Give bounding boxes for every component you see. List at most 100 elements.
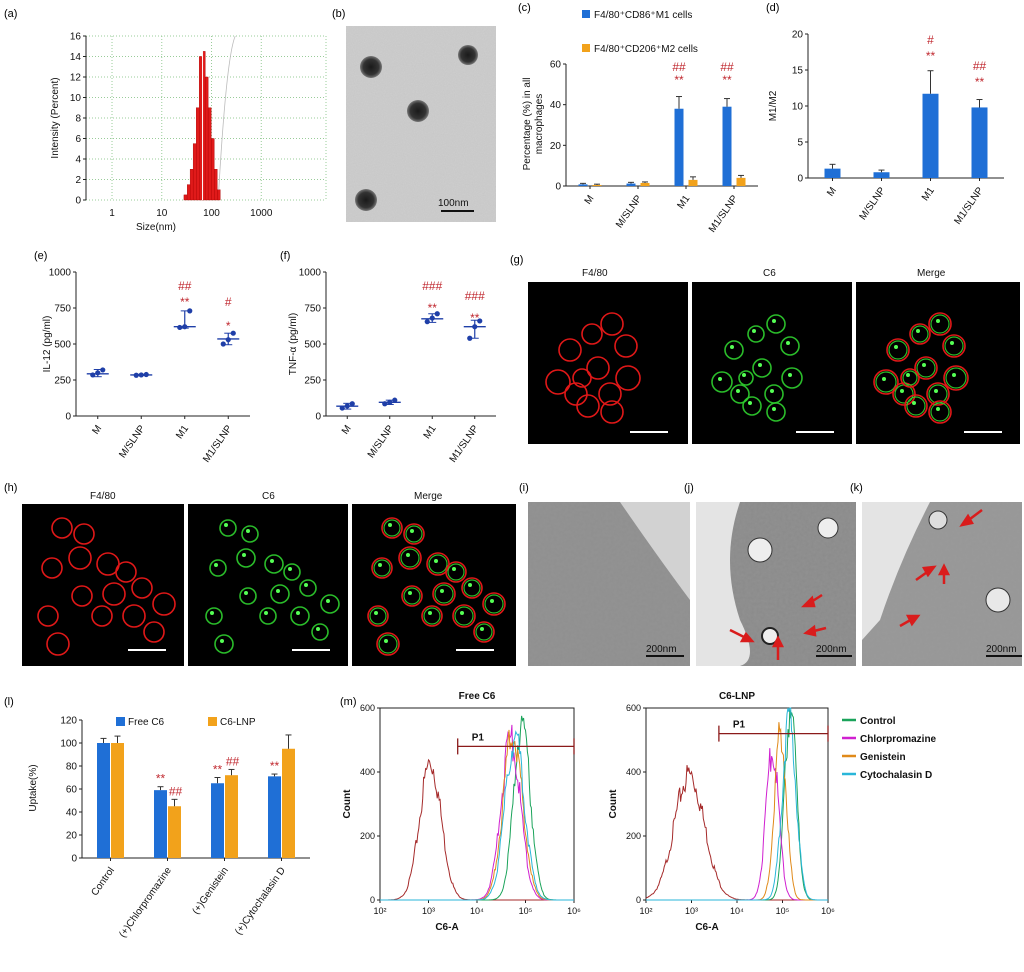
plot-frame	[645, 707, 829, 901]
cell-membrane	[892, 382, 916, 406]
y-tick-label: 10	[70, 93, 82, 104]
cell-uptake	[475, 623, 493, 641]
nanoparticle	[458, 45, 478, 65]
significance-stars: **	[180, 295, 190, 309]
cell-uptake	[454, 606, 474, 626]
histogram-control	[380, 715, 574, 901]
data-point	[424, 319, 430, 325]
histogram-unstained	[645, 765, 828, 901]
cell-membrane	[461, 577, 483, 599]
cell-uptake	[781, 367, 803, 389]
cell-uptake	[780, 336, 800, 356]
histogram-bar	[183, 194, 188, 201]
cell-uptake	[283, 563, 301, 581]
x-tick-label: 10⁴	[470, 906, 484, 916]
cell-membrane	[91, 605, 113, 627]
bar	[268, 776, 281, 858]
y-tick-label: 200	[360, 831, 375, 841]
y-tick-label: 250	[304, 376, 321, 387]
label-c6-g: C6	[763, 268, 776, 279]
fluorescence-g: F4/80 C6 Merge	[528, 268, 1020, 444]
x-tick-label: M/SLNP	[858, 185, 889, 222]
cell-uptake	[214, 634, 234, 654]
cell-uptake	[219, 519, 237, 537]
significance-stars: **	[674, 73, 684, 87]
legend-label: Chlorpromazine	[860, 734, 937, 745]
data-point	[477, 318, 483, 324]
cell-membrane	[445, 561, 467, 583]
y-tick-label: 750	[304, 304, 321, 315]
y-tick-label: 0	[315, 412, 321, 423]
significance-hash: ###	[422, 279, 442, 293]
panel-label-h: (h)	[4, 482, 18, 494]
x-tick-label: M1/SLNP	[201, 423, 235, 465]
uptake-dot	[786, 341, 790, 345]
uptake-dot	[922, 363, 926, 367]
cell-membrane	[943, 365, 969, 391]
cell-membrane	[452, 604, 476, 628]
significance-hash: ##	[169, 784, 183, 798]
y-tick-label: 500	[304, 340, 321, 351]
y-axis-label: IL-12 (pg/ml)	[42, 316, 53, 373]
cell-membrane	[545, 369, 571, 395]
cell-uptake	[944, 336, 964, 356]
legend-swatch	[116, 717, 125, 726]
legend-swatch	[582, 10, 590, 18]
uptake-dot	[900, 389, 904, 393]
cell-membrane	[376, 632, 400, 656]
significance-stars: **	[975, 75, 985, 89]
histogram-chlorpromazine	[380, 724, 574, 901]
y-tick-label: 20	[550, 141, 562, 152]
y-tick-label: 200	[626, 831, 641, 841]
y-tick-label: 16	[70, 32, 82, 43]
data-point	[95, 370, 101, 376]
cell-membrane	[122, 604, 146, 628]
data-point	[225, 337, 231, 343]
uptake-dot	[730, 345, 734, 349]
uptake-dot	[882, 377, 886, 381]
label-f480-h: F4/80	[90, 491, 116, 502]
cell-uptake	[311, 623, 329, 641]
chart-d: 0 5 10 15 20 M M/SLNP M1 M1/SLNP M1/M2 # ** ## **	[768, 30, 1004, 227]
panel-label-d: (d)	[766, 2, 780, 14]
chart-m2: C6-LNP 10² 10³ 10⁴ 10⁵ 10⁶ 0 200 400 600 C6-A Count…	[608, 691, 937, 933]
cell-uptake	[373, 559, 391, 577]
histogram-bar	[189, 169, 194, 201]
x-tick-label: (+)Chlorpromazine	[117, 865, 174, 940]
cell-membrane	[900, 368, 920, 388]
x-tick-label: 10²	[639, 906, 652, 916]
panel-label-e: (e)	[34, 250, 48, 262]
data-point	[133, 372, 139, 378]
bar	[722, 106, 732, 186]
cell-membrane	[873, 369, 899, 395]
legend-label: F4/80⁺CD86⁺M1 cells	[594, 10, 692, 21]
cell-membrane	[401, 585, 423, 607]
cell-membrane	[572, 368, 592, 388]
uptake-dot	[772, 319, 776, 323]
uptake-dot	[906, 373, 910, 377]
significance-stars: **	[470, 311, 480, 325]
uptake-dot	[304, 583, 308, 587]
uptake-dot	[406, 553, 410, 557]
x-tick-label: M	[90, 423, 104, 436]
cell-membrane	[904, 394, 928, 418]
bar	[626, 183, 636, 186]
panel-label-a: (a)	[4, 8, 18, 20]
uptake-dot	[378, 563, 382, 567]
label-c6-h: C6	[262, 491, 275, 502]
histogram-control	[646, 709, 828, 901]
y-axis-label: Percentage (%) in allmacrophages	[522, 78, 545, 171]
data-point	[344, 403, 350, 409]
x-tick-label: 10⁴	[730, 906, 744, 916]
cell-uptake	[902, 370, 918, 386]
label-merge-h: Merge	[414, 491, 443, 502]
cell-membrane	[942, 334, 966, 358]
cell-uptake	[945, 367, 967, 389]
data-point	[467, 335, 473, 341]
cell-uptake	[742, 396, 762, 416]
legend-swatch	[208, 717, 217, 726]
cell-uptake	[888, 340, 908, 360]
cell-membrane	[102, 582, 126, 606]
y-tick-label: 0	[636, 895, 641, 905]
x-tick-label: 10³	[685, 906, 698, 916]
